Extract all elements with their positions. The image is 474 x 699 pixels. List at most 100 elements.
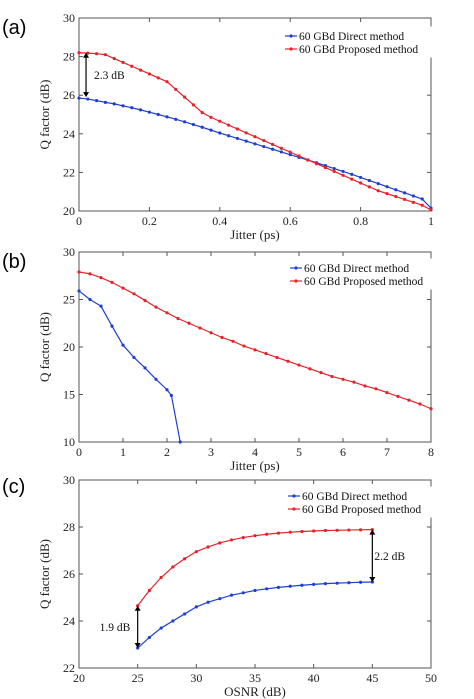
- panel-1: 0 0.2 0.4 0.6 0.8 1 20 22 24 26 28 30 Jitter (ps) Q f…: [2, 11, 434, 242]
- data-point: [154, 377, 158, 381]
- data-point: [136, 604, 140, 608]
- data-point: [411, 200, 415, 204]
- data-point: [88, 272, 92, 276]
- legend-marker: [294, 266, 298, 270]
- data-point: [411, 194, 415, 198]
- data-point: [347, 581, 351, 585]
- data-point: [147, 72, 151, 76]
- data-point: [227, 123, 231, 127]
- annotation-arrowhead: [83, 92, 90, 98]
- data-point: [86, 97, 90, 101]
- data-point: [376, 189, 380, 193]
- data-point: [312, 582, 316, 586]
- data-point: [359, 528, 363, 532]
- data-point: [242, 344, 246, 348]
- y-tick-label: 22: [63, 661, 75, 675]
- x-tick-label: 35: [249, 671, 261, 685]
- data-point: [209, 331, 213, 335]
- data-point: [241, 591, 245, 595]
- data-point: [347, 528, 351, 532]
- x-axis-label: Jitter (ps): [230, 458, 279, 473]
- panel-label: (b): [2, 251, 26, 273]
- data-point: [264, 352, 268, 356]
- x-tick-label: 30: [190, 671, 202, 685]
- x-tick-label: 25: [132, 671, 144, 685]
- x-tick-label: 1: [120, 445, 126, 459]
- data-point: [279, 150, 283, 154]
- x-tick-label: 0.8: [353, 214, 368, 228]
- legend-entry: 60 GBd Proposed method: [302, 504, 421, 516]
- data-point: [350, 172, 354, 176]
- data-point: [176, 316, 180, 321]
- data-point: [235, 127, 239, 131]
- data-point: [244, 139, 248, 143]
- data-point: [396, 394, 400, 398]
- annotation-label: 2.3 dB: [94, 70, 125, 82]
- data-point: [165, 388, 169, 392]
- data-point: [352, 380, 356, 384]
- data-point: [200, 125, 204, 129]
- data-point: [288, 530, 292, 534]
- data-point: [143, 366, 147, 370]
- x-tick-label: 0.6: [283, 214, 298, 228]
- annotation-arrowhead: [134, 605, 141, 611]
- data-point: [132, 292, 136, 296]
- legend-marker: [294, 279, 298, 283]
- data-point: [147, 588, 151, 593]
- data-point: [323, 528, 327, 533]
- data-point: [103, 100, 107, 104]
- data-point: [165, 80, 169, 84]
- data-point: [121, 343, 125, 347]
- data-point: [253, 588, 257, 593]
- data-point: [110, 324, 114, 328]
- data-point: [174, 87, 178, 92]
- annotation-arrowhead: [134, 643, 141, 649]
- y-tick-label: 10: [63, 435, 75, 449]
- legend-entry: 60 GBd Direct method: [302, 491, 407, 503]
- data-point: [374, 387, 378, 391]
- y-tick-label: 28: [63, 50, 75, 64]
- data-point: [229, 538, 234, 542]
- x-tick-label: 6: [340, 445, 346, 459]
- data-point: [165, 115, 169, 119]
- x-tick-label: 0: [76, 445, 82, 459]
- data-point: [95, 52, 99, 56]
- data-point: [312, 529, 316, 533]
- data-point: [367, 178, 371, 183]
- y-tick-label: 26: [63, 88, 75, 102]
- data-point: [403, 197, 407, 202]
- data-point: [385, 192, 389, 196]
- data-point: [121, 286, 125, 290]
- data-point: [330, 374, 334, 379]
- data-point: [183, 120, 187, 124]
- data-point: [323, 582, 327, 586]
- data-point: [367, 185, 371, 189]
- data-point: [286, 359, 290, 363]
- x-tick-label: 1: [428, 214, 434, 228]
- data-point: [156, 112, 160, 117]
- data-point: [132, 355, 136, 360]
- x-tick-label: 8: [428, 445, 434, 459]
- data-point: [385, 391, 389, 395]
- data-point: [130, 64, 134, 68]
- data-point: [147, 110, 151, 114]
- data-point: [154, 305, 158, 309]
- data-point: [130, 106, 134, 110]
- data-point: [187, 321, 191, 325]
- data-point: [323, 165, 327, 170]
- x-tick-label: 0.4: [212, 214, 227, 228]
- data-point: [265, 587, 269, 591]
- data-point: [306, 158, 310, 162]
- data-point: [262, 138, 266, 143]
- data-point: [218, 541, 222, 545]
- data-point: [253, 534, 257, 538]
- x-tick-label: 20: [73, 671, 85, 685]
- data-point: [394, 188, 398, 192]
- data-point: [159, 575, 163, 580]
- data-point: [139, 108, 143, 112]
- data-point: [171, 619, 175, 623]
- data-point: [99, 304, 103, 308]
- x-tick-label: 3: [208, 445, 214, 459]
